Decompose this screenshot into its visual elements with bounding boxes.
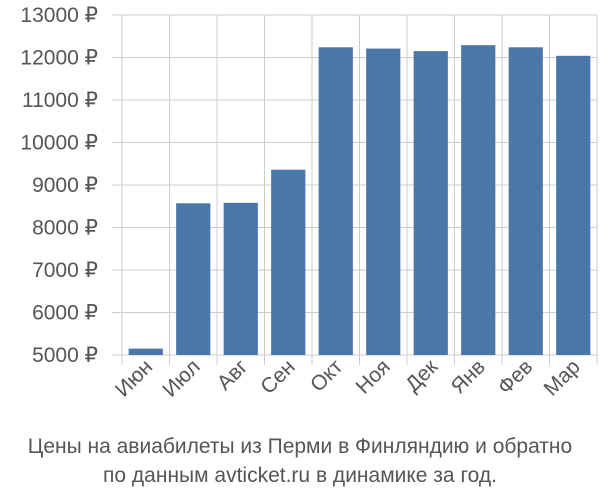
bar-5 <box>366 48 401 355</box>
y-tick-label: 9000 ₽ <box>32 174 98 197</box>
y-tick-label: 10000 ₽ <box>20 132 98 155</box>
bar-4 <box>318 47 353 356</box>
x-tick-label: Ноя <box>351 355 394 398</box>
bars <box>128 45 591 356</box>
grid-lines <box>112 14 598 365</box>
y-tick-label: 6000 ₽ <box>32 302 98 325</box>
y-tick-label: 8000 ₽ <box>32 217 98 240</box>
y-axis-tick-labels: 5000 ₽ 6000 ₽ 7000 ₽ 8000 ₽ 9000 ₽ 10000 ₽ 110… <box>20 4 98 367</box>
y-tick-label: 11000 ₽ <box>22 89 98 112</box>
chart-caption-line-1: Цены на авиабилеты из Перми в Финляндию … <box>27 435 573 458</box>
x-tick-label: Мар <box>539 355 584 400</box>
x-tick-label: Авг <box>213 355 253 395</box>
bar-7 <box>461 45 496 356</box>
y-tick-label: 5000 ₽ <box>32 344 98 367</box>
bar-9 <box>556 55 591 356</box>
y-tick-label: 7000 ₽ <box>32 259 98 282</box>
bar-0 <box>128 348 163 355</box>
x-tick-label: Янв <box>447 355 490 398</box>
y-tick-label: 12000 ₽ <box>20 47 98 70</box>
bar-8 <box>508 47 543 356</box>
chart-caption-line-2: по данным avticket.ru в динамике за год. <box>103 464 497 487</box>
bar-1 <box>176 203 211 355</box>
bar-6 <box>413 51 448 355</box>
x-tick-label: Июн <box>111 355 157 401</box>
bar-chart: 5000 ₽ 6000 ₽ 7000 ₽ 8000 ₽ 9000 ₽ 10000 ₽ 110… <box>20 4 598 402</box>
bar-2 <box>223 202 258 355</box>
x-axis-tick-labels: Июн Июл Авг Сен Окт Ноя Дек Янв Фев Мар <box>111 355 585 402</box>
y-tick-label: 13000 ₽ <box>20 4 98 27</box>
x-tick-label: Фев <box>494 355 538 399</box>
x-tick-label: Сен <box>256 355 299 398</box>
x-tick-label: Июл <box>158 355 204 401</box>
bar-3 <box>271 169 306 355</box>
